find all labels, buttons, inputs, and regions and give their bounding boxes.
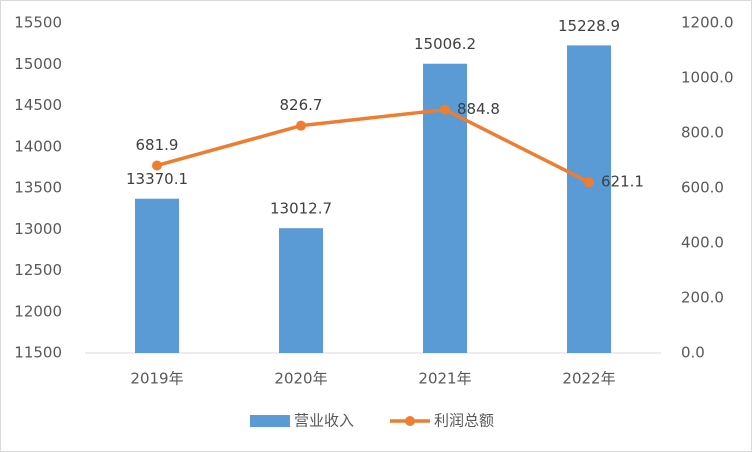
- bar: [279, 228, 323, 353]
- bar: [567, 45, 611, 353]
- y2-tick-label: 400.0: [681, 234, 724, 252]
- y2-tick-label: 1200.0: [681, 14, 734, 32]
- legend-swatch: [250, 415, 290, 427]
- data-label: 13012.7: [270, 200, 332, 218]
- line-point: [440, 104, 450, 115]
- legend-swatch-marker: [405, 416, 415, 426]
- y2-tick-label: 0.0: [681, 344, 705, 362]
- line: [156, 107, 590, 184]
- y2-tick-label: 1000.0: [681, 69, 734, 87]
- data-label: 13370.1: [126, 170, 188, 188]
- y-tick-label: 12500: [14, 261, 62, 279]
- data-label: 15006.2: [414, 35, 476, 53]
- line-point: [296, 120, 306, 131]
- x-tick-label: 2020年: [274, 370, 327, 388]
- bar: [135, 198, 179, 353]
- y-tick-label: 13000: [14, 220, 62, 238]
- data-label: 884.8: [457, 100, 500, 118]
- legend-item: 利润总额: [390, 412, 494, 430]
- x-tick-label: 2022年: [562, 370, 615, 388]
- legend-label: 营业收入: [294, 412, 354, 430]
- data-label: 826.7: [280, 96, 323, 114]
- x-tick-label: 2021年: [418, 370, 471, 388]
- legend-label: 利润总额: [434, 412, 494, 430]
- y2-tick-label: 600.0: [681, 179, 724, 197]
- y-tick-label: 14500: [14, 96, 62, 114]
- data-label: 681.9: [136, 136, 179, 154]
- y2-tick-label: 800.0: [681, 124, 724, 142]
- y-tick-label: 15000: [14, 55, 62, 73]
- y-tick-label: 12000: [14, 302, 62, 320]
- y-tick-label: 13500: [14, 179, 62, 197]
- data-label: 15228.9: [558, 17, 620, 35]
- line-point: [152, 160, 162, 171]
- x-tick-label: 2019年: [130, 370, 183, 388]
- y-tick-label: 14000: [14, 137, 62, 155]
- y-tick-label: 11500: [14, 344, 62, 362]
- line-point: [584, 177, 594, 188]
- data-label: 621.1: [601, 173, 644, 191]
- y-tick-label: 15500: [14, 14, 62, 32]
- legend-item: 营业收入: [250, 412, 354, 430]
- y2-tick-label: 200.0: [681, 289, 724, 307]
